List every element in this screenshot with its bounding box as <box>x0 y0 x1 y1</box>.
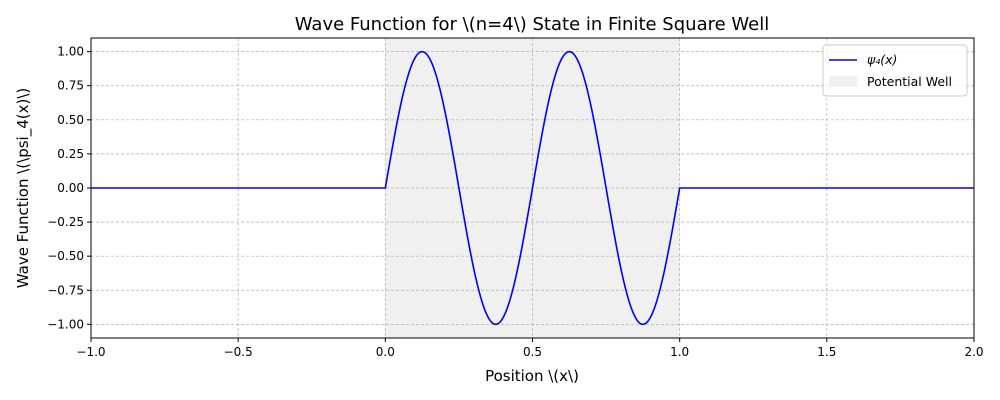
legend-label-potential-well: Potential Well <box>867 74 952 89</box>
grid <box>90 38 975 338</box>
y-tick-label: 1.00 <box>57 45 84 59</box>
series-line-wave-function <box>91 50 974 326</box>
legend-swatch-potential-well <box>829 76 857 87</box>
chart-title: Wave Function for \(n=4\) State in Finit… <box>295 14 769 35</box>
x-tick-label: 0.5 <box>523 345 542 359</box>
x-tick-label: −0.5 <box>224 345 253 359</box>
x-axis-label: Position \(x\) <box>485 367 579 385</box>
legend-box <box>822 44 968 97</box>
legend: ψ₄(x) Potential Well <box>822 44 968 97</box>
y-tick-label: −1.00 <box>47 317 84 331</box>
y-tick-label: −0.50 <box>47 249 84 263</box>
x-tick-label: 0.0 <box>376 345 395 359</box>
y-tick-label: 0.25 <box>57 147 84 161</box>
x-tick-label: 1.0 <box>670 345 689 359</box>
x-axis-ticks: −1.0 −0.5 0.0 0.5 1.0 1.5 2.0 <box>76 338 984 359</box>
y-tick-label: −0.25 <box>47 215 84 229</box>
series-layer <box>91 50 974 326</box>
x-tick-label: 1.5 <box>817 345 836 359</box>
legend-label-wave-function: ψ₄(x) <box>867 52 897 67</box>
y-axis-label: Wave Function \(\psi_4(x)\) <box>14 88 33 289</box>
y-tick-label: 0.75 <box>57 79 84 93</box>
y-tick-label: −0.75 <box>47 283 84 297</box>
x-tick-label: 2.0 <box>964 345 983 359</box>
y-tick-label: 0.50 <box>57 113 84 127</box>
y-tick-label: 0.00 <box>57 181 84 195</box>
x-tick-label: −1.0 <box>76 345 105 359</box>
y-axis-ticks: 1.00 0.75 0.50 0.25 0.00 −0.25 −0.50 −0.75 −1.00 <box>47 45 91 331</box>
